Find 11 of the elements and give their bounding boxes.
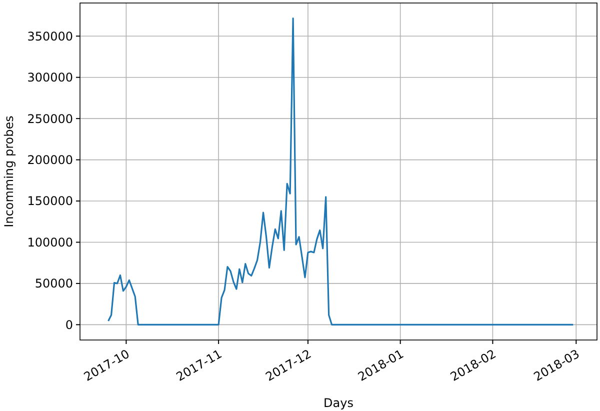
x-axis-title: Days [324, 396, 354, 410]
y-tick-label: 250000 [27, 112, 73, 126]
y-tick-label: 350000 [27, 29, 73, 44]
y-tick-label: 0 [65, 318, 73, 332]
y-axis-title: Incomming probes [2, 116, 16, 228]
y-tick-label: 300000 [27, 70, 73, 85]
line-series [108, 18, 574, 326]
y-tick-label: 50000 [34, 276, 73, 291]
y-tick-label: 200000 [27, 152, 73, 167]
y-tick-label: 100000 [27, 235, 73, 250]
y-tick-label: 150000 [27, 194, 73, 208]
